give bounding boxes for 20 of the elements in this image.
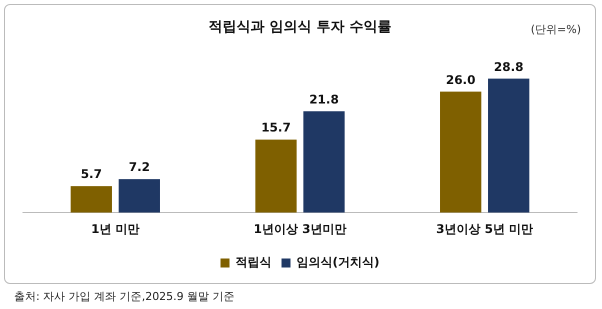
bar <box>70 186 112 213</box>
x-tick-label: 1년 미만 <box>91 222 140 236</box>
data-label: 15.7 <box>261 120 291 135</box>
data-label: 5.7 <box>80 167 102 182</box>
legend-label: 적립식 <box>236 255 272 270</box>
bar <box>488 78 530 213</box>
data-label: 21.8 <box>309 92 339 106</box>
bar <box>255 140 297 213</box>
data-label: 7.2 <box>128 160 150 174</box>
bar <box>118 179 160 213</box>
x-tick-label: 3년이상 5년 미만 <box>436 222 534 236</box>
text: (단위=%) <box>530 22 581 36</box>
bar <box>303 111 345 213</box>
data-label: 28.8 <box>494 60 524 74</box>
chart-title: 적립식과 임의식 투자 수익률 <box>208 19 392 36</box>
legend-label: 임의식(거치식) <box>296 255 380 270</box>
x-tick-label: 1년이상 3년미만 <box>254 222 346 236</box>
source-note: 출처: 자사 가입 계좌 기준,2025.9 월말 기준 <box>14 289 235 304</box>
data-label: 26.0 <box>446 72 476 87</box>
bar <box>440 92 482 213</box>
